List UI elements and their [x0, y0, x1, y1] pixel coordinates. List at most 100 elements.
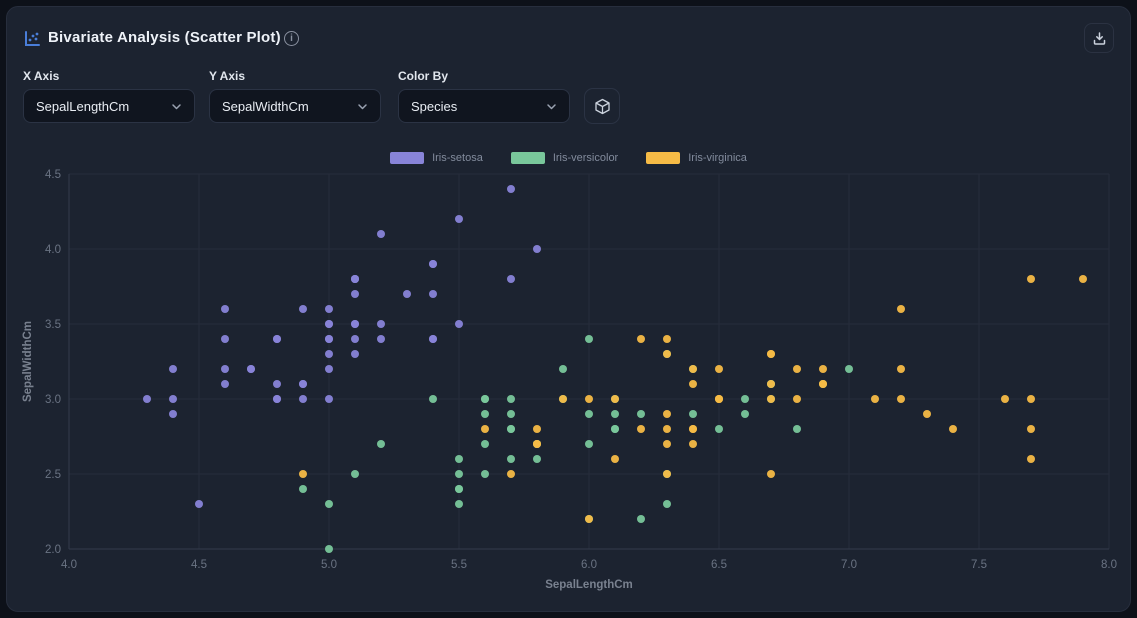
data-point-Iris-setosa[interactable]	[351, 350, 359, 358]
data-point-Iris-virginica[interactable]	[819, 365, 827, 373]
data-point-Iris-virginica[interactable]	[793, 365, 801, 373]
data-point-Iris-virginica[interactable]	[663, 335, 671, 343]
data-point-Iris-virginica[interactable]	[1027, 275, 1035, 283]
data-point-Iris-virginica[interactable]	[689, 380, 697, 388]
data-point-Iris-virginica[interactable]	[533, 425, 541, 433]
data-point-Iris-setosa[interactable]	[325, 320, 333, 328]
data-point-Iris-setosa[interactable]	[169, 410, 177, 418]
data-point-Iris-virginica[interactable]	[767, 470, 775, 478]
data-point-Iris-versicolor[interactable]	[455, 455, 463, 463]
data-point-Iris-versicolor[interactable]	[533, 455, 541, 463]
data-point-Iris-versicolor[interactable]	[429, 395, 437, 403]
data-point-Iris-virginica[interactable]	[715, 365, 723, 373]
data-point-Iris-virginica[interactable]	[663, 425, 671, 433]
data-point-Iris-virginica[interactable]	[663, 350, 671, 358]
data-point-Iris-virginica[interactable]	[611, 455, 619, 463]
data-point-Iris-virginica[interactable]	[767, 350, 775, 358]
data-point-Iris-virginica[interactable]	[689, 365, 697, 373]
data-point-Iris-versicolor[interactable]	[611, 410, 619, 418]
download-button[interactable]	[1084, 23, 1114, 53]
data-point-Iris-versicolor[interactable]	[585, 335, 593, 343]
data-point-Iris-virginica[interactable]	[663, 410, 671, 418]
info-icon[interactable]: i	[284, 31, 299, 46]
data-point-Iris-virginica[interactable]	[481, 425, 489, 433]
data-point-Iris-setosa[interactable]	[351, 290, 359, 298]
data-point-Iris-virginica[interactable]	[689, 440, 697, 448]
data-point-Iris-versicolor[interactable]	[559, 365, 567, 373]
data-point-Iris-versicolor[interactable]	[481, 440, 489, 448]
data-point-Iris-versicolor[interactable]	[455, 500, 463, 508]
data-point-Iris-virginica[interactable]	[871, 395, 879, 403]
data-point-Iris-setosa[interactable]	[429, 290, 437, 298]
data-point-Iris-setosa[interactable]	[455, 320, 463, 328]
data-point-Iris-virginica[interactable]	[507, 470, 515, 478]
data-point-Iris-setosa[interactable]	[533, 245, 541, 253]
data-point-Iris-setosa[interactable]	[507, 185, 515, 193]
data-point-Iris-virginica[interactable]	[793, 395, 801, 403]
data-point-Iris-setosa[interactable]	[221, 380, 229, 388]
data-point-Iris-versicolor[interactable]	[455, 485, 463, 493]
data-point-Iris-versicolor[interactable]	[611, 425, 619, 433]
data-point-Iris-virginica[interactable]	[533, 440, 541, 448]
data-point-Iris-versicolor[interactable]	[507, 425, 515, 433]
data-point-Iris-virginica[interactable]	[585, 395, 593, 403]
data-point-Iris-virginica[interactable]	[637, 335, 645, 343]
data-point-Iris-setosa[interactable]	[247, 365, 255, 373]
data-point-Iris-virginica[interactable]	[1027, 395, 1035, 403]
data-point-Iris-versicolor[interactable]	[299, 485, 307, 493]
data-point-Iris-versicolor[interactable]	[585, 440, 593, 448]
data-point-Iris-virginica[interactable]	[559, 395, 567, 403]
data-point-Iris-virginica[interactable]	[663, 440, 671, 448]
data-point-Iris-virginica[interactable]	[897, 305, 905, 313]
data-point-Iris-setosa[interactable]	[169, 365, 177, 373]
data-point-Iris-setosa[interactable]	[169, 395, 177, 403]
color-by-select[interactable]: Species	[398, 89, 570, 123]
data-point-Iris-setosa[interactable]	[455, 215, 463, 223]
data-point-Iris-versicolor[interactable]	[715, 425, 723, 433]
data-point-Iris-virginica[interactable]	[1027, 425, 1035, 433]
data-point-Iris-setosa[interactable]	[377, 335, 385, 343]
data-point-Iris-versicolor[interactable]	[845, 365, 853, 373]
data-point-Iris-virginica[interactable]	[689, 425, 697, 433]
data-point-Iris-versicolor[interactable]	[793, 425, 801, 433]
data-point-Iris-versicolor[interactable]	[637, 515, 645, 523]
data-point-Iris-versicolor[interactable]	[481, 470, 489, 478]
data-point-Iris-versicolor[interactable]	[481, 395, 489, 403]
data-point-Iris-versicolor[interactable]	[507, 410, 515, 418]
data-point-Iris-virginica[interactable]	[897, 395, 905, 403]
data-point-Iris-versicolor[interactable]	[741, 410, 749, 418]
3d-view-button[interactable]	[584, 88, 620, 124]
data-point-Iris-virginica[interactable]	[637, 425, 645, 433]
data-point-Iris-versicolor[interactable]	[585, 410, 593, 418]
data-point-Iris-setosa[interactable]	[325, 350, 333, 358]
data-point-Iris-virginica[interactable]	[663, 470, 671, 478]
data-point-Iris-versicolor[interactable]	[455, 470, 463, 478]
data-point-Iris-virginica[interactable]	[299, 470, 307, 478]
data-point-Iris-virginica[interactable]	[949, 425, 957, 433]
data-point-Iris-setosa[interactable]	[377, 320, 385, 328]
y-axis-select[interactable]: SepalWidthCm	[209, 89, 381, 123]
data-point-Iris-setosa[interactable]	[351, 320, 359, 328]
data-point-Iris-versicolor[interactable]	[507, 455, 515, 463]
data-point-Iris-versicolor[interactable]	[637, 410, 645, 418]
data-point-Iris-versicolor[interactable]	[351, 470, 359, 478]
data-point-Iris-setosa[interactable]	[299, 395, 307, 403]
data-point-Iris-versicolor[interactable]	[663, 500, 671, 508]
data-point-Iris-setosa[interactable]	[221, 335, 229, 343]
data-point-Iris-virginica[interactable]	[1079, 275, 1087, 283]
data-point-Iris-setosa[interactable]	[221, 305, 229, 313]
data-point-Iris-virginica[interactable]	[767, 380, 775, 388]
data-point-Iris-setosa[interactable]	[325, 335, 333, 343]
data-point-Iris-virginica[interactable]	[897, 365, 905, 373]
data-point-Iris-setosa[interactable]	[429, 260, 437, 268]
data-point-Iris-setosa[interactable]	[507, 275, 515, 283]
data-point-Iris-virginica[interactable]	[819, 380, 827, 388]
data-point-Iris-setosa[interactable]	[299, 305, 307, 313]
data-point-Iris-virginica[interactable]	[767, 395, 775, 403]
data-point-Iris-setosa[interactable]	[351, 335, 359, 343]
data-point-Iris-setosa[interactable]	[273, 335, 281, 343]
data-point-Iris-virginica[interactable]	[715, 395, 723, 403]
data-point-Iris-setosa[interactable]	[325, 395, 333, 403]
data-point-Iris-versicolor[interactable]	[325, 500, 333, 508]
data-point-Iris-setosa[interactable]	[325, 365, 333, 373]
